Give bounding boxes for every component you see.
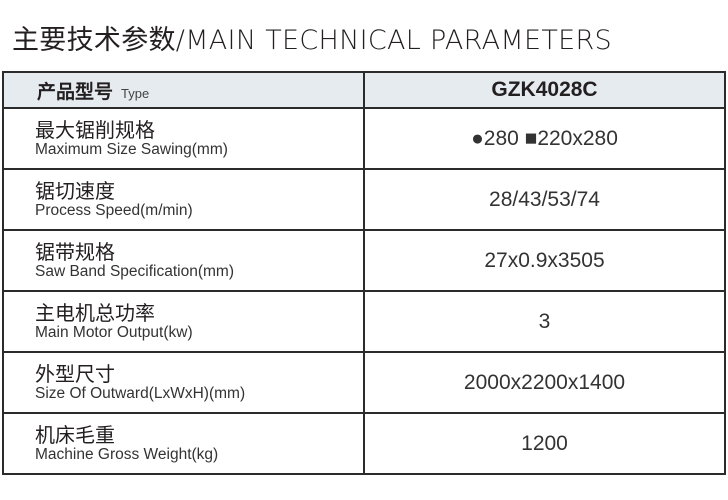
param-label-cn: 外型尺寸 (35, 361, 115, 386)
param-label-en: Saw Band Specification(mm) (35, 262, 234, 280)
param-value: 3 (363, 290, 726, 353)
param-label-en: Main Motor Output(kw) (35, 323, 193, 341)
param-value: 2000x2200x1400 (363, 351, 726, 414)
param-value: 27x0.9x3505 (363, 229, 726, 292)
param-label-cn: 最大锯削规格 (35, 117, 155, 142)
table-row: 机床毛重 Machine Gross Weight(kg) 1200 (2, 412, 726, 475)
param-label-cn: 主电机总功率 (35, 300, 155, 325)
table-header-row: 产品型号 Type GZK4028C (2, 71, 726, 109)
type-label: 产品型号 Type (2, 71, 365, 109)
table-row: 最大锯削规格 Maximum Size Sawing(mm) ●280 ■220x… (2, 107, 726, 170)
param-label-en: Machine Gross Weight(kg) (35, 445, 219, 463)
param-label-en: Process Speed(m/min) (35, 201, 193, 219)
param-label-cn: 锯切速度 (35, 178, 115, 203)
param-value: 28/43/53/74 (363, 168, 726, 231)
type-label-cn: 产品型号 (37, 80, 114, 103)
page-title: 主要技术参数/MAIN TECHNICAL PARAMETERS (12, 25, 612, 56)
param-label-en: Size Of Outward(LxWxH)(mm) (35, 384, 246, 402)
model-value: GZK4028C (363, 71, 726, 109)
param-label-en: Maximum Size Sawing(mm) (35, 140, 228, 158)
table-row: 锯切速度 Process Speed(m/min) 28/43/53/74 (2, 168, 726, 231)
table-row: 外型尺寸 Size Of Outward(LxWxH)(mm) 2000x2200… (2, 351, 726, 414)
param-value: 1200 (363, 412, 726, 475)
param-label-cn: 锯带规格 (35, 239, 115, 264)
table-row: 锯带规格 Saw Band Specification(mm) 27x0.9x35… (2, 229, 726, 292)
type-label-en: Type (121, 85, 150, 101)
param-value: ●280 ■220x280 (363, 107, 726, 170)
parameters-table: 产品型号 Type GZK4028C 最大锯削规格 Maximum Size Saw… (2, 71, 726, 475)
param-label-cn: 机床毛重 (35, 422, 115, 447)
table-row: 主电机总功率 Main Motor Output(kw) 3 (2, 290, 726, 353)
